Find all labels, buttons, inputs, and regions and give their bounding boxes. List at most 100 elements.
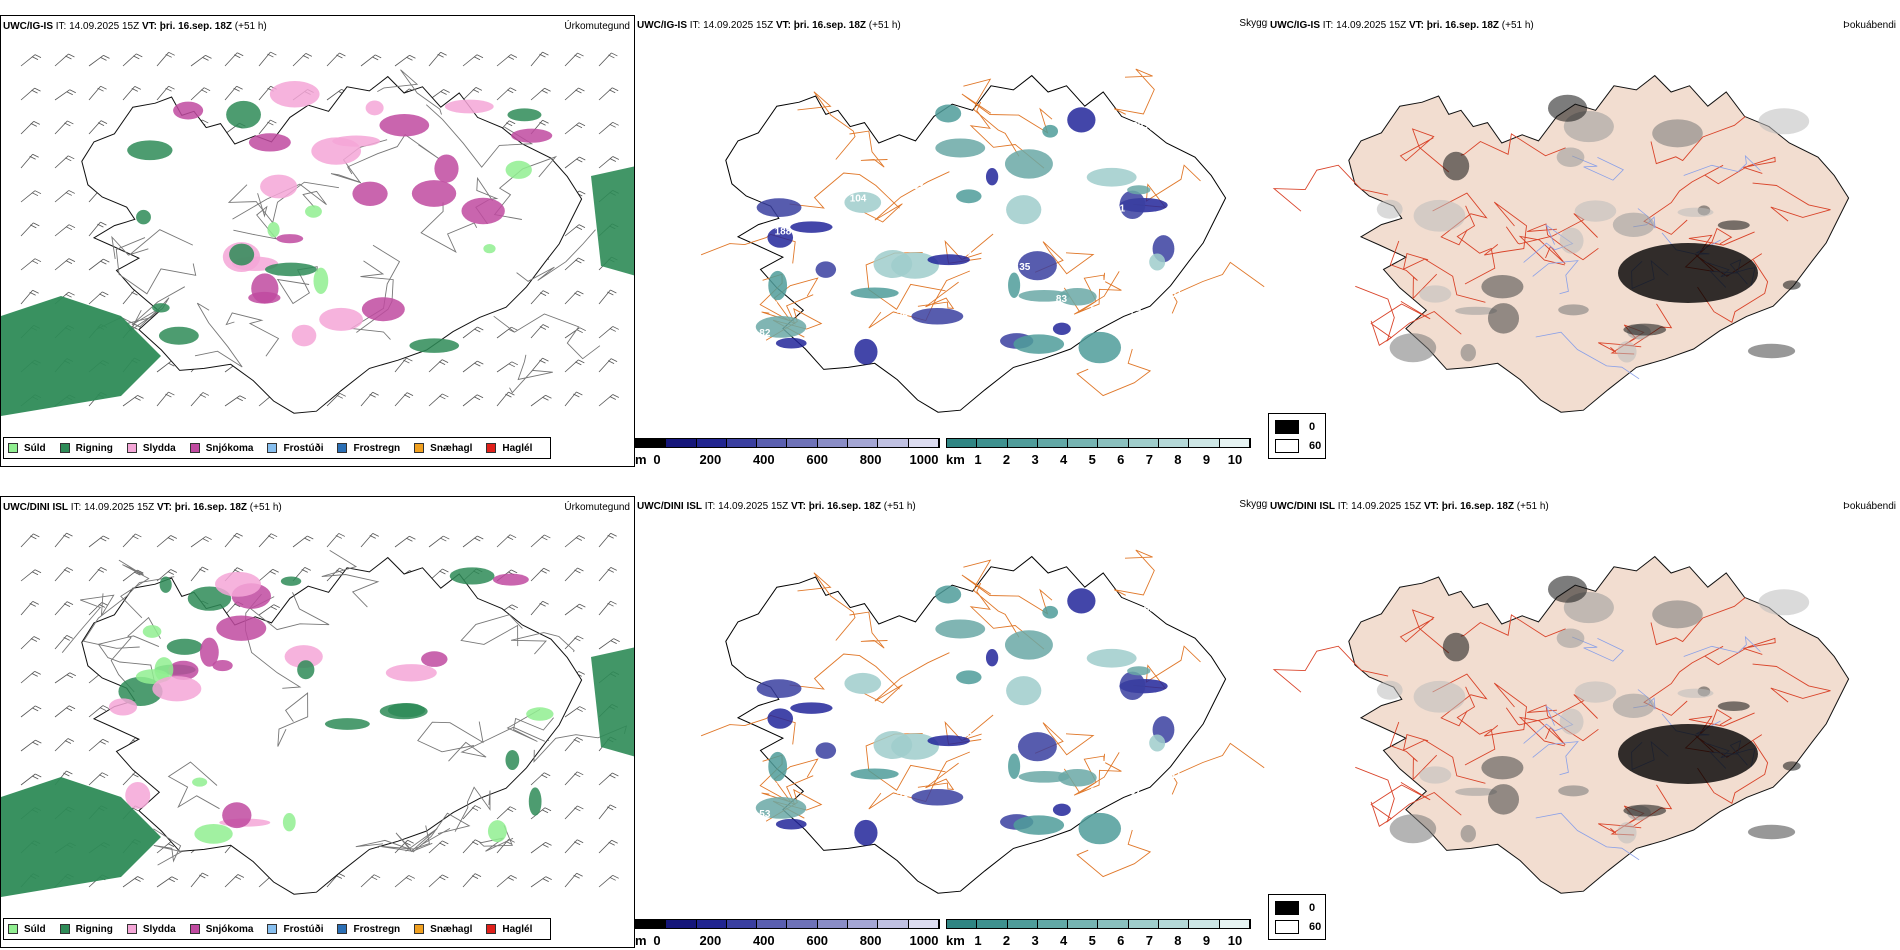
visibility-value-label: 73	[1090, 306, 1102, 317]
legend-label: Frostúði	[283, 923, 324, 935]
visibility-value-labels: 84 82 79 73 76 61 52 80 94 58 140 84 57 69 73 20 83 82 111…	[757, 121, 1182, 339]
colorbar-tick-label: 3	[1031, 452, 1039, 467]
visibility-field	[755, 104, 1175, 365]
legend-item: Rigning	[59, 924, 113, 935]
visibility-value-label: 94	[1068, 150, 1080, 161]
fog-field	[1376, 575, 1810, 844]
colorbar-tick-label: 6	[1117, 933, 1125, 948]
colorbar-cell	[1189, 439, 1220, 447]
colorbar-cell	[817, 920, 849, 928]
legend-swatch	[1275, 920, 1299, 934]
precip-type-map-igis: UWC/IG-IS IT: 14.09.2025 15Z VT: þri. 16…	[0, 15, 635, 467]
colorbar-cell	[817, 439, 849, 447]
legend-swatch	[1275, 420, 1299, 434]
colorbar-cell	[726, 920, 758, 928]
iceland-visibility-map: 84 82 79 73 76 61 52 80 94 58 140 84 57 69 73 20 83 82 111…	[700, 68, 1265, 413]
fog-legend-item: 0	[1275, 420, 1315, 434]
visibility-value-label: 76	[961, 729, 973, 740]
field-name: Úrkomutegund	[564, 21, 630, 32]
colorbar-tick-label: 1	[974, 933, 982, 948]
panel-title: UWC/IG-IS IT: 14.09.2025 15Z VT: þri. 16…	[3, 21, 267, 32]
visibility-value-label: 69	[1144, 603, 1156, 614]
visibility-value-label: 96	[908, 226, 920, 237]
colorbar-cell	[1098, 439, 1129, 447]
visibility-value-label: 84	[767, 301, 779, 312]
legend-label: Súld	[24, 923, 46, 935]
colorbar-cell	[696, 920, 727, 928]
legend-item: Frostúði	[267, 443, 323, 454]
legend-swatch	[1275, 901, 1299, 915]
visibility-value-label: 79	[1130, 305, 1142, 316]
legend-label: 0	[1309, 421, 1316, 433]
terrain-contours	[61, 550, 628, 866]
visibility-m-colorbar: m 0 200 400 600 800 1000	[635, 919, 940, 948]
colorbar-cell	[1219, 920, 1250, 928]
fog-index-legend: 0 60	[1268, 413, 1326, 459]
colorbar-cell	[696, 439, 727, 447]
colorbar-tick-label: 200	[699, 452, 722, 467]
legend-swatch	[8, 443, 18, 453]
legend-swatch	[337, 443, 348, 453]
colorbar-cell	[1037, 439, 1069, 447]
colorbar-tick-label: 400	[752, 452, 775, 467]
precip-field	[1, 567, 634, 897]
colorbar-unit: m	[635, 933, 647, 948]
legend-label: Slydda	[142, 442, 176, 454]
colorbar-cell	[757, 920, 788, 928]
legend-label: Haglél	[502, 442, 533, 454]
legend-swatch	[1275, 439, 1299, 453]
colorbar-tick-label: 800	[859, 452, 882, 467]
visibility-map-igis: UWC/IG-IS IT: 14.09.2025 15Z VT: þri. 16…	[635, 15, 1275, 467]
iceland-precip-map	[1, 532, 634, 897]
visibility-value-label: 104	[850, 194, 867, 205]
visibility-map-dini: UWC/DINI ISL IT: 14.09.2025 15Z VT: þri.…	[635, 496, 1275, 948]
legend-swatch	[267, 924, 278, 934]
precip-type-legend: Súld Rigning Slydda Snjókoma Frostúði Frostre…	[3, 437, 552, 459]
visibility-value-label: 20	[1132, 121, 1144, 132]
precip-type-legend: Súld Rigning Slydda Snjókoma Frostúði Frostre…	[3, 918, 552, 940]
colorbar-tick-label: 9	[1202, 933, 1211, 948]
legend-item: Frostregn	[337, 443, 400, 454]
visibility-value-label: 82	[1090, 787, 1102, 798]
visibility-value-label: 58	[1166, 128, 1178, 139]
field-name: Þokuábendi	[1843, 501, 1896, 512]
legend-swatch	[189, 443, 200, 453]
panel-title: UWC/DINI ISL IT: 14.09.2025 15Z VT: þri.…	[637, 501, 916, 512]
iceland-coastline	[1348, 74, 1850, 413]
colorbar-tick-label: 10	[1227, 933, 1243, 948]
visibility-value-label: 82	[876, 167, 888, 178]
colorbar-tick-label: 600	[806, 452, 829, 467]
legend-swatch	[126, 924, 137, 934]
colorbar-tick-label: 1000	[909, 933, 939, 948]
panel-title: UWC/IG-IS IT: 14.09.2025 15Z VT: þri. 16…	[637, 20, 901, 31]
iceland-fog-map	[1272, 74, 1850, 413]
legend-item: Snæhagl	[414, 924, 472, 935]
legend-label: Súld	[24, 442, 46, 454]
colorbar-tick-label: 3	[1031, 933, 1039, 948]
fog-index-map-dini: UWC/DINI ISL IT: 14.09.2025 15Z VT: þri.…	[1268, 496, 1900, 948]
field-name: Skyggni	[1239, 499, 1275, 510]
colorbar-tick-label: 5	[1088, 933, 1096, 948]
colorbar-cell	[787, 439, 818, 447]
visibility-value-label: 141	[989, 185, 1006, 196]
legend-label: 60	[1309, 440, 1322, 452]
colorbar-cell	[947, 920, 978, 928]
visibility-value-label: 62	[757, 168, 769, 179]
colorbar-cell	[848, 920, 879, 928]
field-name: Skyggni	[1239, 18, 1275, 29]
colorbar-tick-label: 8	[1174, 933, 1182, 948]
legend-label: Rigning	[75, 442, 113, 454]
colorbar-cell	[636, 920, 667, 928]
field-name: Þokuábendi	[1843, 20, 1896, 31]
visibility-value-label: 63	[913, 181, 925, 192]
iceland-precip-map	[1, 51, 634, 416]
legend-swatch	[126, 443, 137, 453]
visibility-value-label: 63	[767, 782, 779, 793]
precip-type-map-dini: UWC/DINI ISL IT: 14.09.2025 15Z VT: þri.…	[0, 496, 635, 948]
colorbar-cell	[1159, 439, 1190, 447]
fog-legend-item: 60	[1275, 439, 1321, 453]
legend-label: Snjókoma	[205, 442, 254, 454]
colorbar-cell	[1007, 920, 1038, 928]
visibility-value-label: 53	[759, 809, 771, 820]
visibility-km-colorbar: km 1 2 3 4 5 6 7 8 9 10	[946, 919, 1251, 948]
